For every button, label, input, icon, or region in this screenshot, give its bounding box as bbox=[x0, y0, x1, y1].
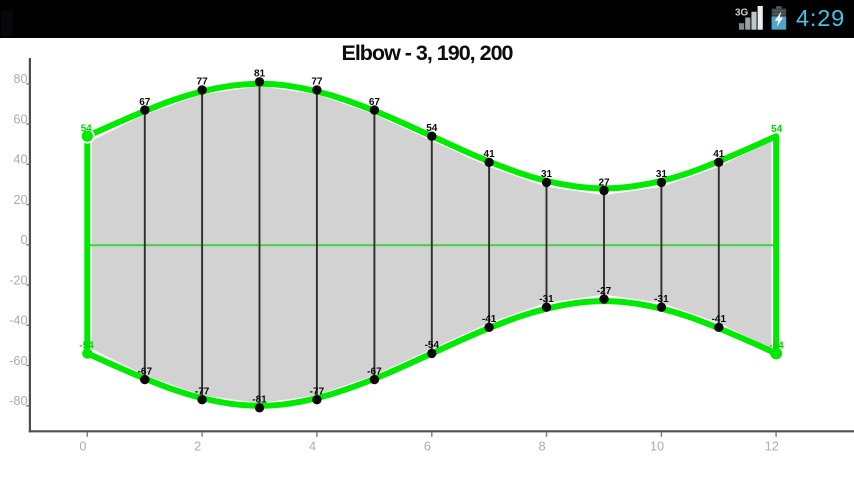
svg-text:81: 81 bbox=[254, 69, 266, 80]
svg-text:27: 27 bbox=[598, 177, 610, 188]
svg-text:80: 80 bbox=[13, 71, 27, 86]
svg-text:-31: -31 bbox=[539, 294, 554, 305]
svg-text:40: 40 bbox=[13, 152, 27, 167]
svg-text:4:29: 4:29 bbox=[796, 5, 845, 31]
svg-text:-77: -77 bbox=[195, 387, 210, 398]
svg-text:12: 12 bbox=[765, 438, 779, 453]
svg-text:6: 6 bbox=[424, 438, 431, 453]
svg-text:4: 4 bbox=[309, 438, 316, 453]
svg-text:0: 0 bbox=[20, 232, 27, 247]
svg-text:-54: -54 bbox=[425, 340, 440, 351]
svg-text:-54: -54 bbox=[79, 340, 94, 351]
svg-text:10: 10 bbox=[650, 438, 664, 453]
svg-text:54: 54 bbox=[426, 123, 438, 134]
svg-text:-31: -31 bbox=[654, 294, 669, 305]
svg-text:54: 54 bbox=[771, 124, 783, 135]
svg-text:-27: -27 bbox=[597, 286, 612, 297]
svg-text:0: 0 bbox=[79, 438, 86, 453]
svg-text:41: 41 bbox=[713, 149, 725, 160]
svg-text:41: 41 bbox=[484, 149, 496, 160]
svg-text:77: 77 bbox=[197, 77, 209, 88]
svg-text:67: 67 bbox=[139, 97, 151, 108]
svg-text:31: 31 bbox=[656, 169, 668, 180]
svg-text:67: 67 bbox=[369, 97, 381, 108]
svg-text:-67: -67 bbox=[367, 366, 382, 377]
svg-text:60: 60 bbox=[13, 112, 27, 127]
svg-text:8: 8 bbox=[539, 438, 546, 453]
svg-text:2: 2 bbox=[194, 438, 201, 453]
svg-text:-40: -40 bbox=[9, 313, 28, 328]
svg-text:31: 31 bbox=[541, 169, 553, 180]
svg-text:Elbow - 3, 190, 200: Elbow - 3, 190, 200 bbox=[341, 41, 513, 65]
svg-text:-41: -41 bbox=[482, 314, 497, 325]
svg-text:-20: -20 bbox=[9, 272, 28, 287]
svg-text:-54: -54 bbox=[769, 341, 784, 352]
svg-text:3G: 3G bbox=[735, 8, 749, 19]
svg-text:-67: -67 bbox=[138, 366, 153, 377]
svg-text:77: 77 bbox=[311, 77, 323, 88]
svg-text:-77: -77 bbox=[310, 387, 325, 398]
svg-text:-60: -60 bbox=[9, 353, 28, 368]
svg-text:-80: -80 bbox=[9, 393, 28, 408]
svg-text:-81: -81 bbox=[252, 395, 267, 406]
svg-text:-41: -41 bbox=[712, 314, 727, 325]
svg-text:20: 20 bbox=[13, 192, 27, 207]
svg-text:54: 54 bbox=[81, 123, 93, 134]
